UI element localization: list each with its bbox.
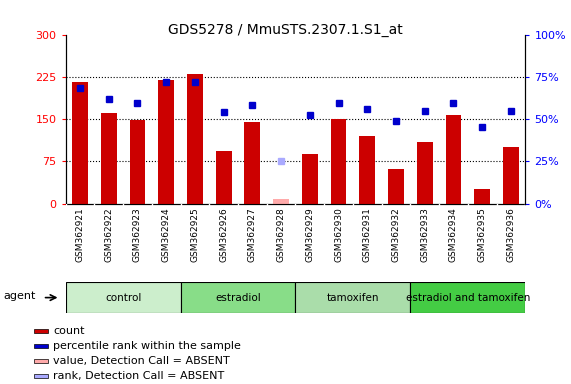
Text: count: count (53, 326, 85, 336)
Text: percentile rank within the sample: percentile rank within the sample (53, 341, 241, 351)
Bar (34, 329, 47, 333)
Text: GSM362932: GSM362932 (392, 207, 400, 262)
Text: control: control (105, 293, 141, 303)
Bar (130, 120, 146, 204)
Text: GSM362925: GSM362925 (191, 207, 199, 262)
Bar (503, 147, 519, 204)
Text: GSM362927: GSM362927 (248, 207, 257, 262)
Bar (302, 154, 317, 204)
Bar (66, 282, 180, 313)
Text: GSM362936: GSM362936 (506, 207, 516, 262)
Text: rank, Detection Call = ABSENT: rank, Detection Call = ABSENT (53, 371, 224, 381)
Bar (244, 122, 260, 204)
Text: GSM362930: GSM362930 (334, 207, 343, 262)
Bar (101, 113, 116, 204)
Text: GSM362923: GSM362923 (133, 207, 142, 262)
Bar (411, 282, 525, 313)
Bar (72, 83, 88, 204)
Text: tamoxifen: tamoxifen (327, 293, 379, 303)
Bar (475, 189, 490, 204)
Bar (34, 344, 47, 348)
Bar (445, 115, 461, 204)
Text: GSM362931: GSM362931 (363, 207, 372, 262)
Text: GSM362922: GSM362922 (104, 207, 113, 262)
Bar (187, 74, 203, 204)
Text: GSM362929: GSM362929 (305, 207, 315, 262)
Text: estradiol and tamoxifen: estradiol and tamoxifen (405, 293, 530, 303)
Bar (34, 374, 47, 378)
Bar (331, 119, 347, 204)
Text: GSM362933: GSM362933 (420, 207, 429, 262)
Bar (34, 359, 47, 363)
Text: GSM362921: GSM362921 (75, 207, 85, 262)
Text: GSM362934: GSM362934 (449, 207, 458, 262)
Bar (359, 136, 375, 204)
Bar (216, 151, 232, 204)
Text: value, Detection Call = ABSENT: value, Detection Call = ABSENT (53, 356, 230, 366)
Bar (296, 282, 411, 313)
Text: GSM362935: GSM362935 (478, 207, 486, 262)
Text: GSM362928: GSM362928 (276, 207, 286, 262)
Bar (417, 142, 433, 204)
Text: GSM362924: GSM362924 (162, 207, 171, 262)
Bar (158, 79, 174, 204)
Bar (388, 169, 404, 204)
Text: agent: agent (3, 291, 35, 301)
Text: estradiol: estradiol (215, 293, 261, 303)
Text: GSM362926: GSM362926 (219, 207, 228, 262)
Text: GDS5278 / MmuSTS.2307.1.S1_at: GDS5278 / MmuSTS.2307.1.S1_at (168, 23, 403, 37)
Bar (180, 282, 296, 313)
Bar (274, 199, 289, 204)
